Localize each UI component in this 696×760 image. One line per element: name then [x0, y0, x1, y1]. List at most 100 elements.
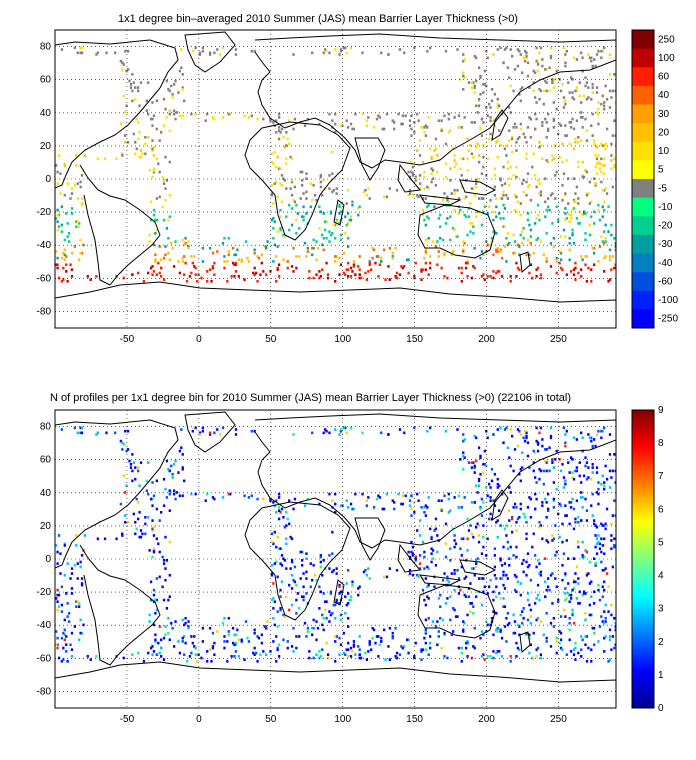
- bin-cell: [577, 515, 580, 519]
- bin-cell: [486, 275, 489, 278]
- bin-cell: [272, 597, 275, 600]
- bin-cell: [508, 519, 511, 522]
- bin-cell: [595, 525, 599, 529]
- bin-cell: [342, 651, 345, 655]
- bin-cell: [311, 626, 314, 630]
- bin-cell: [546, 197, 550, 200]
- bin-cell: [60, 279, 64, 283]
- bin-cell: [385, 112, 389, 116]
- bin-cell: [431, 169, 435, 172]
- bin-cell: [194, 653, 197, 657]
- bin-cell: [477, 446, 481, 450]
- bin-cell: [335, 635, 338, 638]
- bin-cell: [475, 559, 478, 562]
- bin-cell: [607, 279, 610, 283]
- bin-cell: [462, 74, 465, 78]
- bin-cell: [180, 446, 183, 450]
- bin-cell: [292, 578, 295, 582]
- bin-cell: [613, 119, 616, 123]
- bin-cell: [485, 84, 488, 88]
- bin-cell: [536, 443, 540, 446]
- bin-cell: [430, 155, 433, 159]
- bin-cell: [417, 575, 420, 579]
- bin-cell: [513, 208, 517, 212]
- bin-cell: [380, 636, 383, 640]
- bin-cell: [522, 436, 525, 440]
- bin-cell: [181, 260, 184, 263]
- bin-cell: [334, 223, 337, 227]
- colorbar-1-label: -100: [658, 295, 678, 306]
- bin-cell: [580, 268, 583, 272]
- bin-cell: [183, 479, 186, 483]
- bin-cell: [500, 197, 504, 200]
- bin-cell: [410, 127, 413, 131]
- bin-cell: [318, 205, 321, 209]
- bin-cell: [96, 157, 100, 161]
- bin-cell: [277, 643, 281, 647]
- bin-cell: [134, 532, 137, 536]
- bin-cell: [611, 635, 614, 638]
- bin-cell: [338, 222, 341, 225]
- bin-cell: [167, 236, 170, 240]
- colorbar-1-label: -10: [658, 202, 673, 213]
- bin-cell: [502, 583, 505, 587]
- bin-cell: [309, 562, 312, 565]
- bin-cell: [493, 573, 497, 577]
- bin-cell: [580, 481, 583, 484]
- bin-cell: [551, 222, 554, 225]
- bin-cell: [611, 255, 614, 258]
- bin-cell: [253, 273, 256, 277]
- bin-cell: [160, 510, 163, 514]
- bin-cell: [257, 636, 261, 640]
- bin-cell: [338, 636, 341, 640]
- bin-cell: [516, 137, 520, 141]
- bin-cell: [426, 185, 429, 189]
- bin-cell: [577, 520, 580, 524]
- bin-cell: [331, 570, 334, 574]
- bin-cell: [495, 248, 498, 252]
- bin-cell: [443, 251, 446, 255]
- colorbar-1-swatch: [632, 253, 654, 273]
- bin-cell: [483, 462, 486, 466]
- bin-cell: [549, 56, 553, 60]
- bin-cell: [393, 501, 396, 504]
- bin-cell: [293, 200, 297, 204]
- colorbar-1-label: -60: [658, 276, 673, 287]
- bin-cell: [440, 127, 443, 131]
- bin-cell: [475, 179, 478, 182]
- bin-cell: [603, 101, 606, 104]
- bin-cell: [292, 198, 295, 202]
- bin-cell: [56, 636, 59, 640]
- bin-cell: [416, 492, 419, 496]
- bin-cell: [375, 255, 379, 258]
- bin-cell: [183, 243, 186, 247]
- bin-cell: [482, 577, 485, 580]
- bin-cell: [394, 655, 397, 658]
- bin-cell: [591, 82, 594, 86]
- bin-cell: [167, 598, 170, 602]
- bin-cell: [272, 217, 275, 220]
- bin-cell: [477, 540, 481, 544]
- bin-cell: [605, 477, 609, 481]
- bin-cell: [275, 165, 278, 169]
- bin-cell: [65, 270, 68, 273]
- bin-cell: [466, 157, 469, 161]
- bin-cell: [63, 193, 66, 197]
- bin-cell: [380, 260, 383, 263]
- bin-cell: [80, 174, 84, 177]
- bin-cell: [581, 160, 584, 164]
- bin-cell: [443, 114, 446, 118]
- bin-cell: [204, 499, 207, 503]
- bin-cell: [427, 597, 430, 600]
- bin-cell: [526, 126, 530, 129]
- bin-cell: [444, 162, 448, 166]
- bin-cell: [229, 492, 232, 496]
- bin-cell: [568, 616, 571, 620]
- bin-cell: [554, 458, 557, 461]
- bin-cell: [482, 524, 485, 527]
- bin-cell: [595, 471, 599, 474]
- bin-cell: [613, 453, 616, 456]
- bin-cell: [161, 585, 164, 589]
- bin-cell: [181, 114, 184, 118]
- bin-cell: [578, 602, 581, 605]
